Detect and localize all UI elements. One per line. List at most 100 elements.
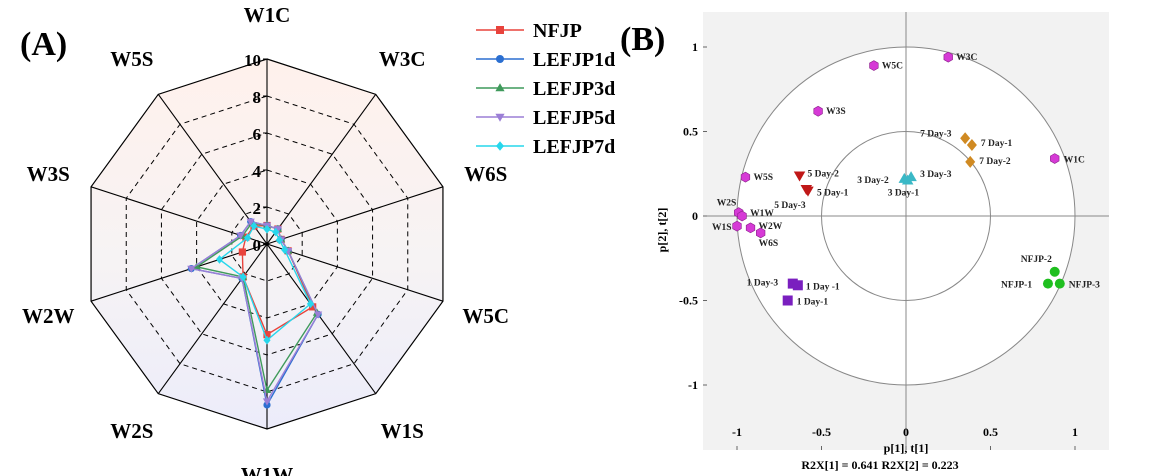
panel-label-a: (A) [20, 26, 67, 63]
series-point-lefjp7d-w1c [263, 224, 271, 234]
series-point-lefjp7d-w6s [275, 235, 283, 245]
radar-axis-label-w5c: W5C [462, 304, 509, 328]
series-lefjp7d [215, 221, 315, 345]
legend-label-lefjp7d: LEFJP7d [533, 136, 615, 158]
point-label-nfjp-2: NFJP-2 [1021, 255, 1052, 265]
legend-marker-lefjp7d [496, 141, 504, 151]
series-point-nfjp-w1s [309, 303, 317, 311]
point-label-1-day-3: 1 Day-3 [747, 279, 779, 289]
point-label-w6s: W6S [759, 239, 779, 249]
radar-axis-label-w5s: W5S [110, 47, 153, 71]
radar-tick-label: 8 [253, 88, 262, 107]
radar-tick-label: 6 [253, 125, 262, 144]
radar-spoke [266, 186, 444, 245]
point-w6s [756, 227, 766, 239]
y-axis-label: p[2], t[2] [655, 208, 669, 253]
point-nfjp-3 [1054, 278, 1065, 289]
legend-marker-lefjp1d [496, 55, 504, 63]
x-tick-label: 0.5 [983, 425, 998, 439]
point-label-nfjp-1: NFJP-1 [1001, 281, 1032, 291]
radar-ring [231, 206, 303, 282]
group-7-day: 7 Day-3 7 Day-1 7 Day-2 [920, 129, 1013, 168]
radar-spoke [157, 243, 268, 394]
point-1-day-1 [782, 295, 793, 306]
y-tick-label: 0.5 [683, 125, 698, 139]
radar-grid: 0 2 4 6 8 10 W1C W3C W6S W5C W1S W1W W2S W2W W3S W5S [22, 3, 509, 476]
x-tick-label: 0 [903, 425, 909, 439]
series-point-lefjp7d-w3c [272, 227, 280, 237]
radar-spoke [266, 243, 444, 302]
point-w2w [745, 222, 756, 234]
legend-label-lefjp1d: LEFJP1d [533, 49, 615, 71]
series-point-lefjp5d-w1s [313, 311, 323, 319]
series-point-lefjp7d-w3s [244, 233, 252, 243]
group-1-day: 1 Day-3 1 Day -1 1 Day-1 [747, 278, 840, 308]
point-label-w2w: W2W [759, 222, 783, 232]
point-w1s [732, 220, 742, 232]
series-point-lefjp7d-w5c [280, 245, 289, 255]
point-label-5-day-3: 5 Day-3 [774, 201, 806, 211]
point-label-w3s: W3S [826, 107, 846, 117]
point-5-day-2 [793, 171, 806, 182]
point-w3c [943, 51, 953, 63]
series-point-lefjp5d-w3s [236, 232, 245, 240]
point-label-w1c: W1C [1064, 156, 1085, 166]
point-label-5-day-2: 5 Day-2 [808, 169, 840, 179]
radar-spoke [266, 243, 377, 394]
series-point-nfjp-w1w [263, 331, 271, 339]
panel-label-b: (B) [620, 21, 665, 58]
point-label-1-day-1: 1 Day -1 [806, 282, 840, 292]
point-label-w2s: W2S [717, 199, 737, 209]
radar-axis-label-w6s: W6S [464, 162, 507, 186]
group-3-day: 3 Day-2 3 Day-33 Day-1 [857, 170, 951, 198]
point-7-day-2 [965, 155, 976, 168]
point-w1w [737, 210, 747, 222]
y-tick-label: -0.5 [679, 294, 698, 308]
series-point-lefjp7d-w2w [215, 255, 224, 264]
y-tick-label: 1 [692, 40, 698, 54]
radar-axis-label-w3c: W3C [379, 47, 426, 71]
x-axis-label: p[1], t[1] [884, 441, 929, 455]
y-tick-label: -1 [688, 378, 698, 392]
radar-spoke [266, 94, 377, 245]
radar-axis-label-w1c: W1C [244, 3, 291, 27]
scatter-axes: -1 -0.5 0 0.5 1 -1 -0.5 0 0.5 1 [679, 12, 1109, 450]
group-sensors: W1C W3C W5C W3S W5S W2S W1W W1S W2W W6S [712, 51, 1085, 249]
radar-axis-label-w2w: W2W [22, 304, 75, 328]
radar-axis-label-w1w: W1W [241, 463, 294, 476]
legend-marker-nfjp [496, 26, 504, 34]
radar-chart: (A) 0 2 4 6 8 10 W1C W3C W6S W5C W1S W1W W2S W2W W3S W5… [20, 3, 615, 476]
radar-legend: NFJP LEFJP1d LEFJP3d LEFJP5d LEFJP7d [476, 20, 615, 158]
point-label-3-day-1: 3 Day-1 [888, 189, 920, 199]
point-label-7-day-2: 7 Day-2 [979, 157, 1011, 167]
legend-marker-lefjp3d [495, 83, 505, 92]
legend-label-lefjp3d: LEFJP3d [533, 78, 615, 100]
radar-axis-label-w2s: W2S [110, 419, 153, 443]
point-1-day-1 [792, 280, 803, 291]
r2x-footer: R2X[1] = 0.641 R2X[2] = 0.223 [801, 458, 958, 472]
series-point-lefjp3d-w2w [192, 262, 201, 270]
point-label-nfjp-3: NFJP-3 [1069, 281, 1100, 291]
point-nfjp-1 [1042, 278, 1053, 289]
point-label-w5c: W5C [882, 62, 903, 72]
series-point-lefjp7d-w2s [239, 272, 247, 282]
point-label-w5s: W5S [753, 173, 773, 183]
pca-biplot: (B) -1 -0.5 0 0.5 1-1-0.500.51 W1CW3CW5CW3SW… [620, 12, 1109, 472]
point-label-3-day-2: 3 Day-2 [857, 176, 889, 186]
point-7-day-3 [960, 132, 971, 145]
legend-label-lefjp5d: LEFJP5d [533, 107, 615, 129]
series-point-lefjp5d-w1w [262, 398, 272, 406]
series-point-lefjp5d-w5s [246, 218, 255, 226]
point-w1c [1050, 153, 1060, 164]
point-7-day-1 [966, 139, 977, 152]
point-nfjp-2 [1049, 266, 1060, 277]
radar-axis-label-w1s: W1S [381, 419, 424, 443]
radar-series [187, 217, 323, 409]
radar-tick-label: 2 [253, 199, 262, 218]
x-tick-label: -1 [732, 425, 742, 439]
point-label-5-day-1: 5 Day-1 [817, 189, 849, 199]
legend-label-nfjp: NFJP [533, 20, 582, 42]
series-point-nfjp-w2w [238, 248, 246, 256]
point-label-7-day-3: 7 Day-3 [920, 129, 952, 139]
